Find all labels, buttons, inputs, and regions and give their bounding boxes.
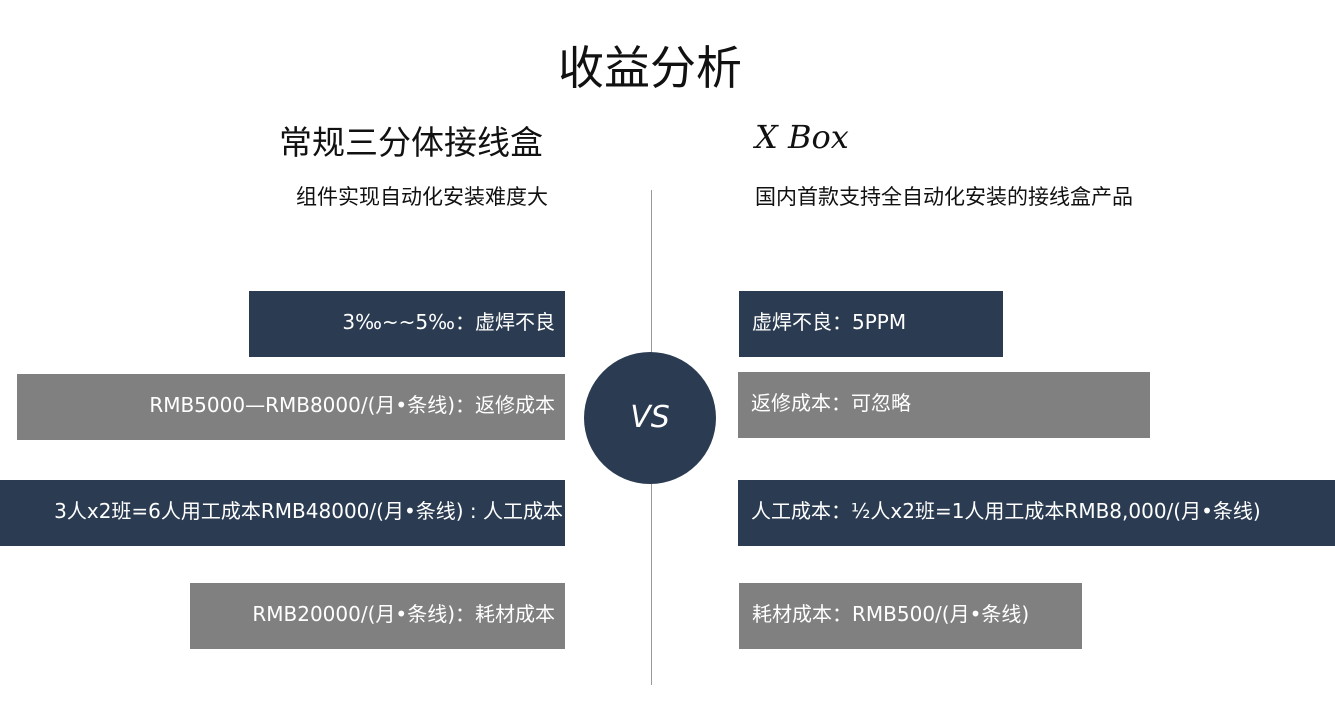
left-item: RMB5000—RMB8000/(月•条线)：返修成本 [17,374,565,440]
left-item: 3‰~~5‰：虚焊不良 [249,291,565,357]
right-item: 耗材成本：RMB500/(月•条线) [739,583,1082,649]
left-item: 3人x2班=6人用工成本RMB48000/(月•条线) : 人工成本 [0,480,565,546]
right-subtitle: 国内首款支持全自动化安装的接线盒产品 [755,185,1133,209]
right-heading: X Box [755,118,849,156]
right-item: 返修成本：可忽略 [738,372,1150,438]
vs-badge: VS [584,352,716,484]
left-item: RMB20000/(月•条线)：耗材成本 [190,583,565,649]
left-heading: 常规三分体接线盒 [279,123,543,162]
title: 收益分析 [558,41,742,95]
right-item: 虚焊不良：5PPM [739,291,1003,357]
right-item: 人工成本：½人x2班=1人用工成本RMB8,000/(月•条线) [738,480,1335,546]
left-subtitle: 组件实现自动化安装难度大 [296,185,548,209]
